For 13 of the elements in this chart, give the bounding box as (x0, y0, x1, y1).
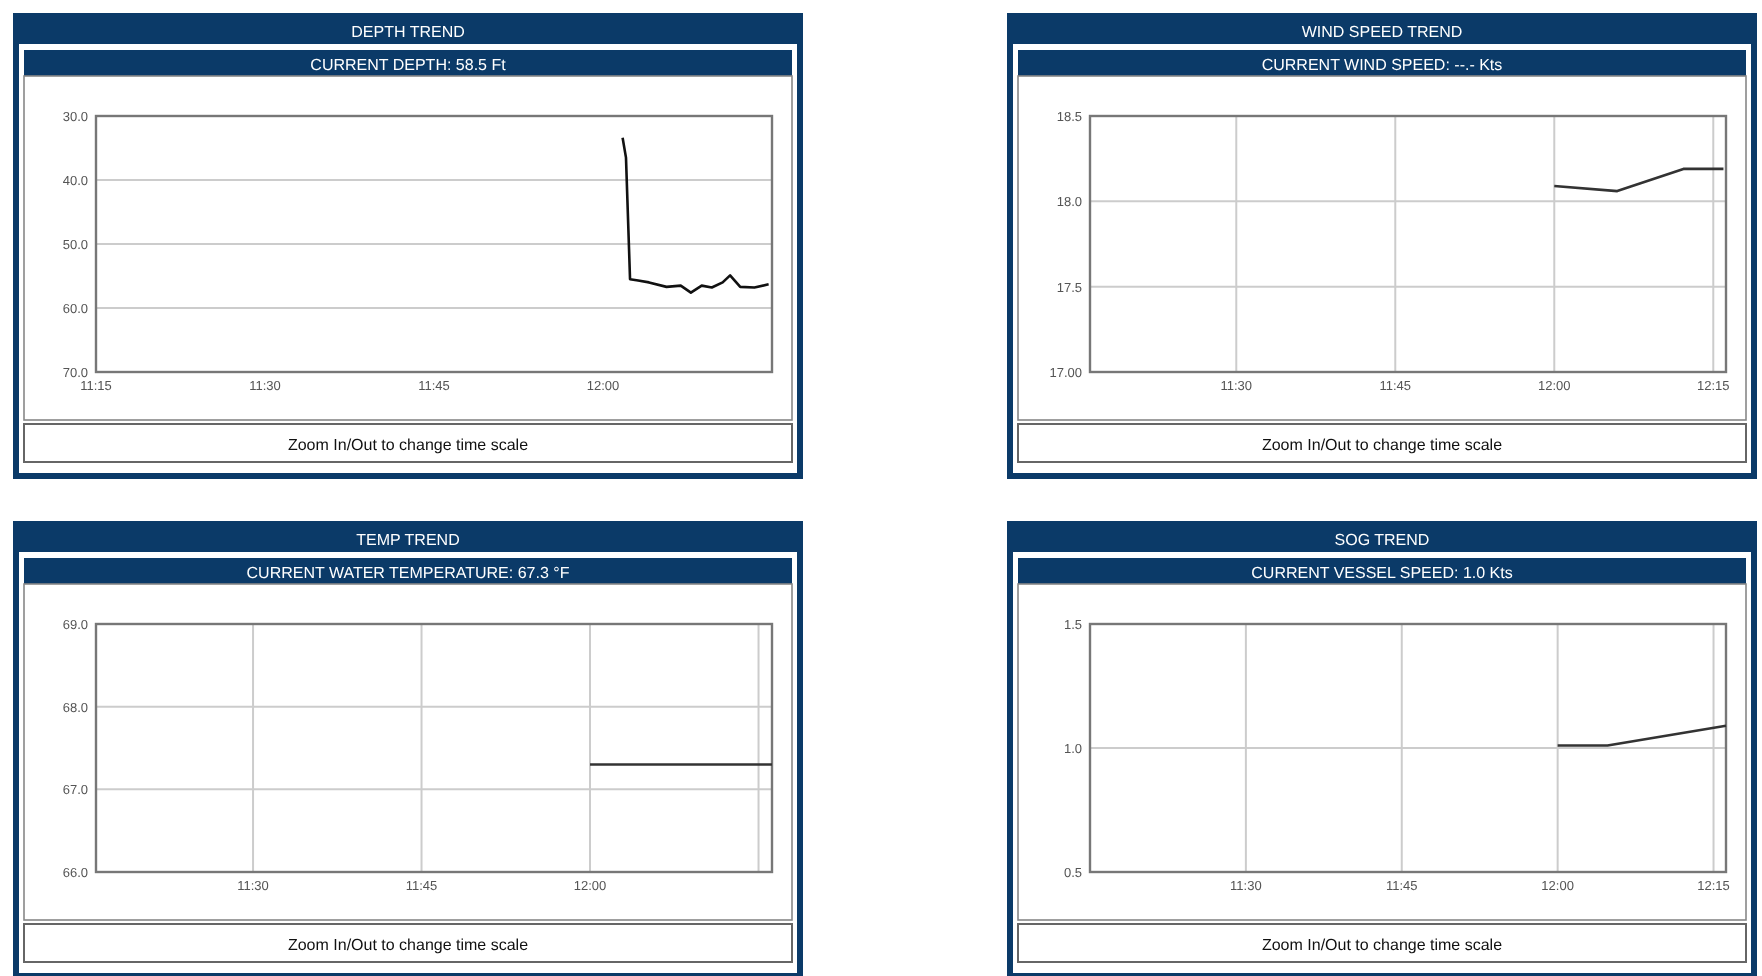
chart-subtitle: CURRENT WIND SPEED: --.- Kts (1261, 56, 1503, 74)
text: Zoom In/Out to change time scale (1261, 936, 1504, 954)
chart-subtitle: CURRENT WATER TEMPERATURE: 67.3 °F (246, 564, 570, 582)
line-series (621, 136, 770, 294)
text: Zoom In/Out to change time scale (287, 436, 530, 454)
text: Zoom In/Out to change time scale (287, 936, 530, 954)
chart-subtitle: CURRENT VESSEL SPEED: 1.0 Kts (1251, 564, 1513, 582)
chart-title: SOG TREND (1334, 531, 1430, 549)
text: Zoom In/Out to change time scale (1261, 436, 1504, 454)
chart-subtitle: CURRENT DEPTH: 58.5 Ft (310, 56, 508, 74)
chart-title: DEPTH TREND (351, 23, 466, 41)
chart-title: WIND SPEED TREND (1301, 23, 1463, 41)
chart-title: TEMP TREND (356, 531, 461, 549)
